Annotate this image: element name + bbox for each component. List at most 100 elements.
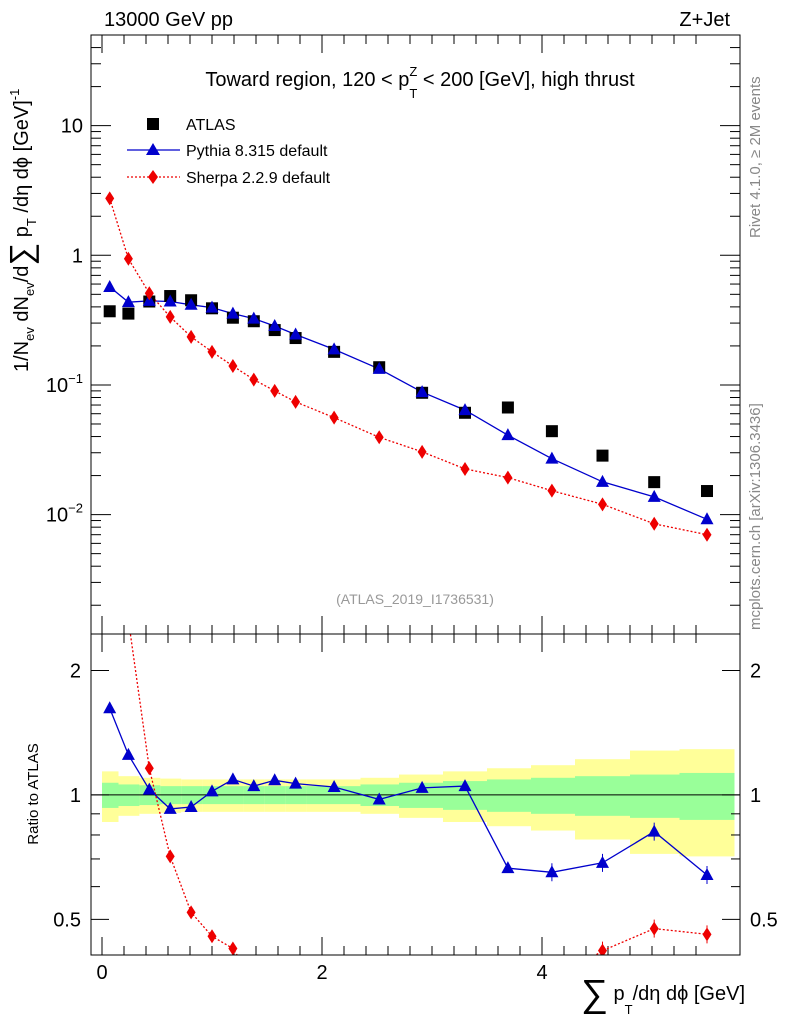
legend-label-atlas: ATLAS — [186, 117, 236, 134]
main-y-tick-label: 10−1 — [46, 371, 83, 397]
ratio-axis-ticks: 2 2 1 1 0.5 0.5 0 2 4 — [53, 634, 778, 984]
x-tick-label: 2 — [316, 962, 327, 984]
ratio-sherpa-point — [598, 943, 607, 955]
main-pythia-point — [184, 297, 198, 310]
ratio-pythia-point — [501, 861, 515, 874]
ratio-inner-band — [679, 772, 735, 820]
ratio-sherpa-point — [375, 1010, 384, 1024]
main-atlas-point — [122, 307, 135, 320]
main-atlas-point — [648, 476, 661, 489]
main-pythia-point — [247, 311, 261, 324]
ratio-y-tick-label: 2 — [70, 660, 81, 682]
ratio-inner-band — [575, 776, 630, 816]
ratio-inner-band — [630, 774, 680, 818]
main-pythia-point — [647, 489, 661, 502]
legend-marker-pythia — [146, 143, 160, 155]
main-pythia-point — [458, 403, 472, 416]
ratio-sherpa-point — [291, 993, 300, 1007]
main-pythia-point — [327, 342, 341, 355]
x-tick-label: 4 — [536, 962, 547, 984]
main-sherpa-point — [207, 344, 217, 359]
main-atlas-point — [701, 485, 713, 498]
mcplots-label: mcplots.cern.ch [arXiv:1306.3436] — [747, 403, 764, 630]
main-y-tick-label: 10−2 — [46, 501, 83, 527]
main-plot-title: Toward region, 120 < pZ T < 200 [GeV], hi… — [205, 64, 635, 101]
legend-label-pythia: Pythia 8.315 default — [186, 143, 328, 160]
legend-marker-sherpa — [148, 170, 158, 184]
main-sherpa-point — [598, 497, 607, 512]
main-sherpa-point — [503, 470, 513, 485]
analysis-watermark: (ATLAS_2019_I1736531) — [336, 591, 494, 607]
ratio-y-tick-label-right: 1 — [750, 785, 761, 807]
main-sherpa-point — [228, 359, 238, 374]
main-sherpa-point — [165, 309, 175, 324]
ratio-pythia-point — [163, 801, 177, 814]
main-sherpa-point — [329, 410, 339, 425]
main-pythia-point — [121, 295, 135, 308]
main-atlas-point — [545, 425, 558, 438]
ratio-pythia-point — [700, 868, 714, 881]
legend-label-sherpa: Sherpa 2.2.9 default — [186, 170, 331, 187]
ratio-sherpa-point — [249, 974, 258, 988]
main-y-tick-label: 10 — [61, 116, 83, 138]
legend: ATLAS Pythia 8.315 default Sherpa 2.2.9 … — [127, 117, 331, 187]
ratio-sherpa-point — [165, 849, 175, 864]
main-pythia-point — [205, 300, 219, 313]
ratio-pythia-point — [205, 784, 219, 797]
ratio-inner-band — [531, 777, 575, 814]
main-sherpa-point — [270, 383, 280, 398]
main-pythia-line — [109, 286, 708, 520]
ratio-sherpa-point — [105, 429, 114, 443]
main-sherpa-point — [374, 430, 384, 445]
ratio-sherpa-point — [418, 976, 427, 990]
ratio-pythia-point — [226, 772, 240, 785]
ratio-pythia-point — [458, 779, 472, 792]
main-pythia-point — [415, 385, 429, 398]
ratio-pythia-point — [327, 779, 341, 792]
main-y-tick-label: 1 — [72, 245, 83, 267]
main-pythia-point — [501, 428, 515, 441]
ratio-y-tick-label: 0.5 — [53, 909, 81, 931]
x-axis-label: ∑ pT/dη dϕ [GeV] — [581, 973, 745, 1017]
ratio-sherpa-point — [461, 966, 470, 980]
main-series-layer — [103, 191, 714, 542]
ratio-sherpa-point — [270, 982, 279, 996]
main-sherpa-point — [460, 461, 470, 476]
main-sherpa-point — [123, 251, 133, 266]
main-sherpa-point — [186, 329, 196, 344]
ratio-series-layer — [103, 429, 714, 1024]
ratio-sherpa-point — [124, 613, 133, 627]
main-pythia-point — [289, 327, 303, 340]
rivet-version-label: Rivet 4.1.0, ≥ 2M events — [747, 76, 764, 238]
main-sherpa-point — [417, 444, 427, 459]
ratio-pythia-point — [121, 747, 135, 760]
ratio-pythia-point — [596, 855, 609, 868]
ratio-y-tick-label: 1 — [70, 785, 81, 807]
ratio-y-axis-label: Ratio to ATLAS — [25, 743, 42, 844]
header-left-label: 13000 GeV pp — [104, 9, 233, 31]
ratio-pythia-point — [289, 776, 303, 789]
header-right-label: Z+Jet — [679, 9, 730, 31]
ratio-pythia-point — [415, 780, 429, 793]
ratio-sherpa-point — [547, 976, 556, 990]
ratio-sherpa-point — [144, 761, 154, 776]
ratio-y-tick-label-right: 2 — [750, 660, 761, 682]
main-pythia-point — [372, 361, 386, 374]
ratio-pythia-point — [103, 701, 117, 714]
main-sherpa-point — [547, 483, 557, 498]
ratio-pythia-point — [372, 792, 386, 805]
ratio-sherpa-point — [186, 905, 196, 920]
ratio-pythia-point — [184, 799, 198, 812]
ratio-sherpa-point — [228, 941, 238, 955]
main-sherpa-point — [702, 527, 712, 542]
main-sherpa-point — [649, 516, 659, 531]
main-atlas-point — [501, 401, 514, 414]
ratio-sherpa-point — [207, 929, 217, 944]
main-pythia-point — [103, 279, 117, 292]
main-pythia-point — [545, 451, 559, 464]
main-pythia-point — [596, 474, 609, 487]
main-pythia-point — [226, 306, 240, 319]
ratio-inner-band — [487, 779, 531, 812]
main-atlas-point — [596, 449, 609, 462]
main-sherpa-point — [291, 394, 301, 409]
